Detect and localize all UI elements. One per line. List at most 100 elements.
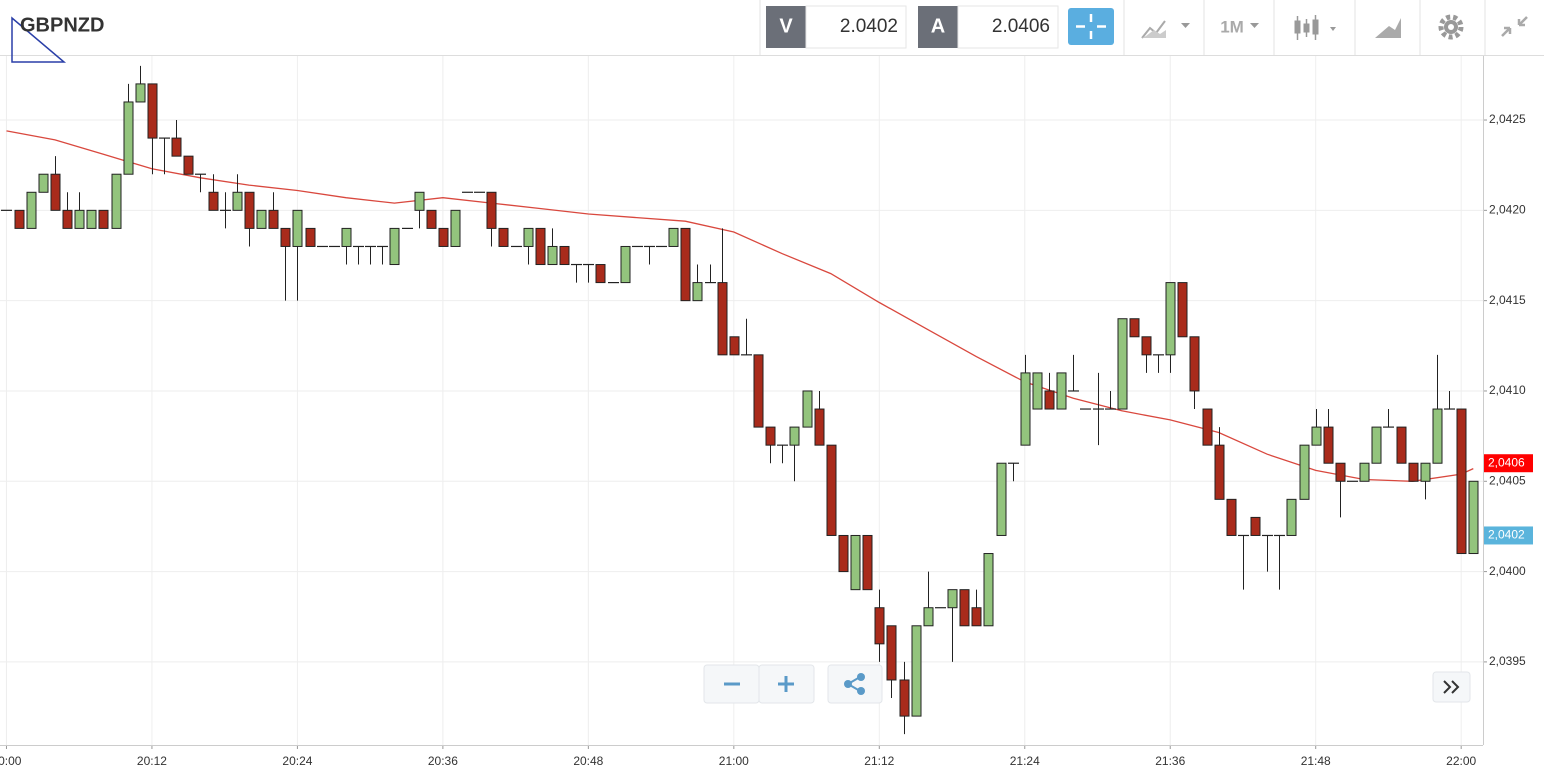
candle-body bbox=[765, 426, 776, 446]
candle-body bbox=[147, 83, 158, 139]
candle-body bbox=[1020, 372, 1031, 446]
candle-body bbox=[244, 191, 255, 229]
candle-body bbox=[1286, 498, 1297, 536]
share-button[interactable] bbox=[827, 664, 883, 704]
candle-body bbox=[135, 83, 146, 103]
candle-body bbox=[232, 191, 243, 211]
candle-body bbox=[923, 607, 934, 627]
x-tick-label: 21:36 bbox=[1155, 754, 1185, 768]
y-tick-label: 2,0410 bbox=[1489, 383, 1526, 397]
y-tick-label: 2,0415 bbox=[1489, 293, 1526, 307]
x-tick-label: 21:48 bbox=[1301, 754, 1331, 768]
candle-body bbox=[1371, 426, 1382, 464]
bid-box bbox=[805, 5, 907, 49]
x-tick-label: 20:12 bbox=[137, 754, 167, 768]
drawing-triangle bbox=[11, 16, 67, 63]
candle-body bbox=[1044, 390, 1055, 410]
candle-body bbox=[802, 390, 813, 428]
candle-body bbox=[1456, 408, 1467, 555]
x-tick-label: 20:48 bbox=[573, 754, 603, 768]
candle-style-button[interactable] bbox=[1294, 15, 1336, 40]
x-tick-label: 21:12 bbox=[864, 754, 894, 768]
y-tick-label: 2,0425 bbox=[1489, 112, 1526, 126]
scroll-end-button[interactable] bbox=[1432, 671, 1471, 703]
price-label: 2,0406 bbox=[1488, 455, 1525, 469]
price-label-box bbox=[1484, 526, 1533, 545]
candle-body bbox=[1189, 336, 1200, 392]
candle-body bbox=[1420, 462, 1431, 482]
candle-body bbox=[1432, 408, 1443, 464]
bid-label: V bbox=[779, 15, 793, 37]
candle-body bbox=[62, 209, 73, 229]
candle-body bbox=[1165, 282, 1176, 356]
candle-body bbox=[838, 534, 849, 573]
candle-body bbox=[86, 209, 97, 229]
candle-body bbox=[1226, 498, 1237, 536]
timeframe[interactable]: 1M bbox=[1220, 17, 1244, 36]
candle-body bbox=[292, 209, 303, 247]
candle-body bbox=[26, 191, 37, 229]
candle-body bbox=[123, 101, 134, 175]
chart-type-button[interactable] bbox=[1141, 20, 1190, 39]
x-tick-label: 21:00 bbox=[719, 754, 749, 768]
candle-body bbox=[620, 245, 631, 284]
collapse-button[interactable] bbox=[1501, 16, 1528, 37]
candle-body bbox=[98, 209, 109, 229]
candle-body bbox=[680, 227, 691, 302]
x-tick-label: 22:00 bbox=[1446, 754, 1476, 768]
candle-body bbox=[74, 209, 85, 229]
candle-body bbox=[208, 191, 219, 211]
y-tick-label: 2,0400 bbox=[1489, 564, 1526, 578]
candle-body bbox=[171, 137, 182, 157]
candle-body bbox=[1250, 516, 1261, 536]
bid-price: 2.0402 bbox=[840, 16, 898, 37]
candle-body bbox=[668, 227, 679, 247]
candle-body bbox=[959, 589, 970, 627]
candle-body bbox=[341, 227, 352, 247]
timeframe-arrow bbox=[1250, 23, 1259, 28]
crosshair-button[interactable] bbox=[1068, 8, 1114, 45]
zoom-in-button[interactable] bbox=[758, 664, 815, 704]
candle-body bbox=[899, 679, 910, 717]
candle-body bbox=[1214, 444, 1225, 500]
x-tick-label: 20:24 bbox=[282, 754, 312, 768]
candle-body bbox=[874, 607, 885, 645]
zoom-out-button[interactable] bbox=[703, 664, 760, 704]
x-tick-label: 20:00 bbox=[0, 754, 22, 768]
candle-body bbox=[426, 209, 437, 229]
candle-body bbox=[1129, 318, 1140, 338]
candle-body bbox=[1299, 444, 1310, 500]
candle-body bbox=[50, 173, 61, 211]
candle-body bbox=[886, 625, 897, 681]
symbol-title: GBPNZD bbox=[20, 14, 104, 36]
candle-body bbox=[1056, 372, 1067, 410]
ask-button[interactable] bbox=[918, 6, 958, 48]
candle-body bbox=[996, 462, 1007, 536]
y-tick-label: 2,0405 bbox=[1489, 473, 1526, 487]
candle-body bbox=[971, 607, 982, 627]
candle-body bbox=[729, 336, 740, 356]
candle-body bbox=[1311, 426, 1322, 446]
bid-button[interactable] bbox=[766, 6, 806, 48]
candle-body bbox=[547, 245, 558, 266]
price-label-box bbox=[1484, 454, 1533, 473]
y-tick-label: 2,0420 bbox=[1489, 203, 1526, 217]
candle-body bbox=[753, 354, 764, 428]
candle-body bbox=[1202, 408, 1213, 446]
candle-body bbox=[1408, 462, 1419, 482]
candle-body bbox=[911, 625, 922, 717]
candle-body bbox=[523, 227, 534, 247]
moving-average-line bbox=[6, 130, 1474, 482]
draw-tool-button[interactable] bbox=[1375, 18, 1401, 38]
x-tick-label: 20:36 bbox=[428, 754, 458, 768]
candle-body bbox=[1396, 426, 1407, 464]
candle-body bbox=[850, 534, 861, 591]
candle-body bbox=[486, 191, 497, 229]
y-tick-label: 2,0395 bbox=[1489, 654, 1526, 668]
candle-body bbox=[862, 534, 873, 591]
candle-body bbox=[1032, 372, 1043, 410]
settings-button[interactable] bbox=[1438, 14, 1464, 40]
candle-body bbox=[498, 227, 509, 247]
candle-body bbox=[983, 553, 994, 627]
candle-body bbox=[559, 245, 570, 266]
